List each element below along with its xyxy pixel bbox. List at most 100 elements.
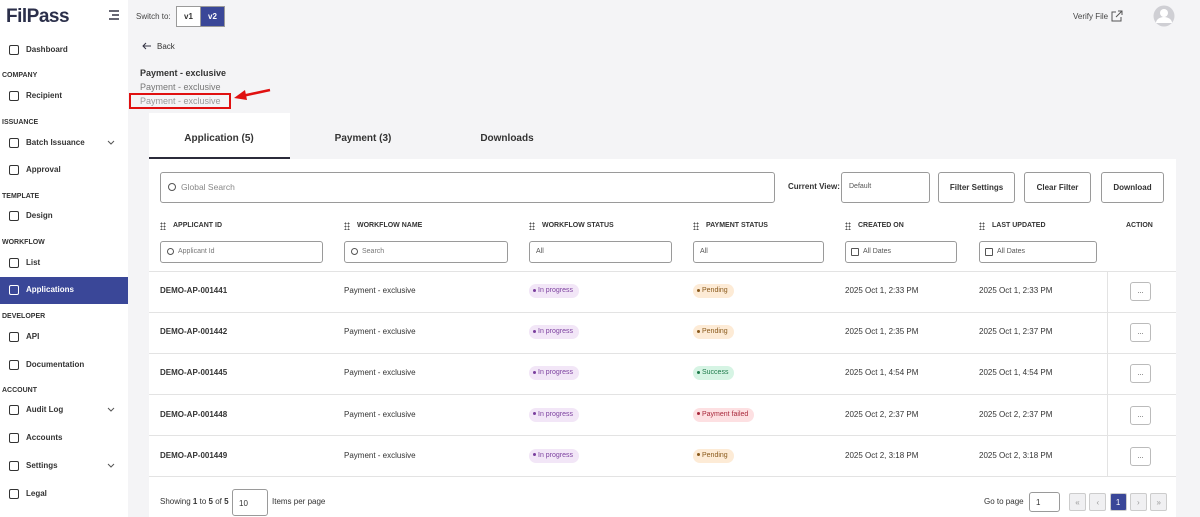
menu-toggle[interactable] — [108, 9, 120, 21]
toolbar-button[interactable]: Filter Settings — [938, 172, 1015, 203]
status-dot — [533, 412, 536, 416]
row-action[interactable]: ... — [1130, 364, 1151, 384]
sidebar-section: TEMPLATE — [2, 193, 40, 200]
nav-icon — [9, 461, 19, 471]
drag-handle — [529, 222, 535, 230]
drag-handle — [979, 222, 985, 230]
status-pill: Pending — [693, 284, 734, 298]
showing-part: 5 — [224, 497, 229, 506]
status-text: Success — [702, 369, 729, 377]
status-text: Pending — [702, 328, 728, 336]
goto-input[interactable]: 1 — [1029, 492, 1060, 512]
status-dot — [697, 329, 700, 333]
action-divider — [1107, 271, 1108, 476]
column-filter[interactable]: Search — [344, 241, 508, 263]
pager-button[interactable]: ‹ — [1089, 493, 1107, 511]
sidebar-section: WORKFLOW — [2, 239, 45, 246]
filter-icon — [167, 248, 174, 255]
status-dot — [533, 329, 536, 333]
nav-item[interactable]: Accounts — [26, 433, 63, 442]
nav-item[interactable]: API — [26, 332, 40, 341]
pager-button[interactable]: › — [1129, 493, 1147, 511]
tab[interactable]: Payment (3) — [334, 133, 392, 144]
applicant-id: DEMO-AP-001445 — [160, 368, 228, 378]
filter-text: All — [700, 248, 708, 255]
column-filter[interactable]: All — [693, 241, 824, 263]
column-filter[interactable]: All — [529, 241, 672, 263]
annotation-arrow — [234, 88, 271, 100]
cell: 2025 Oct 1, 2:35 PM — [845, 327, 919, 337]
cell: Payment - exclusive — [344, 368, 416, 378]
cell: Payment - exclusive — [344, 409, 416, 419]
row-action[interactable]: ... — [1130, 323, 1151, 343]
page-title: Payment - exclusive — [140, 96, 221, 106]
page-title: Payment - exclusive — [140, 82, 221, 92]
showing: Showing 1 to 5 of 5 — [160, 497, 229, 506]
avatar[interactable] — [1153, 5, 1175, 27]
nav-icon — [9, 91, 19, 101]
pager-button[interactable]: 1 — [1109, 493, 1127, 511]
toolbar-button[interactable]: Download — [1101, 172, 1164, 203]
chevron[interactable] — [107, 463, 115, 469]
back-arrow[interactable] — [142, 42, 152, 50]
active-bg — [0, 277, 128, 304]
nav-item[interactable]: Settings — [26, 461, 58, 470]
global-search[interactable]: Global Search — [160, 172, 775, 203]
back-link[interactable]: Back — [157, 42, 175, 51]
nav-item[interactable]: Legal — [26, 489, 47, 498]
column-header: LAST UPDATED — [992, 222, 1046, 229]
chevron[interactable] — [107, 140, 115, 146]
column-filter[interactable]: Applicant Id — [160, 241, 323, 263]
nav-icon — [9, 165, 19, 175]
search-placeholder: Global Search — [181, 182, 235, 192]
nav-icon — [9, 138, 19, 148]
nav-icon — [9, 258, 19, 268]
view-label: Current View: — [788, 182, 840, 191]
toolbar-button[interactable]: Clear Filter — [1024, 172, 1091, 203]
showing-part: 1 — [192, 497, 198, 506]
chevron[interactable] — [107, 407, 115, 413]
status-dot — [533, 371, 536, 375]
tab[interactable]: Application (5) — [184, 133, 254, 144]
status-pill: In progress — [529, 284, 580, 298]
sidebar-section: ISSUANCE — [2, 119, 39, 126]
row-action[interactable]: ... — [1130, 282, 1151, 301]
status-pill: Pending — [693, 448, 734, 463]
nav-item[interactable]: Audit Log — [26, 405, 64, 414]
page-size[interactable]: 10 — [232, 489, 268, 516]
version-button[interactable]: v1 — [176, 6, 201, 27]
cell: 2025 Oct 1, 4:54 PM — [845, 368, 919, 378]
filter-text: Applicant Id — [178, 248, 215, 255]
view-select[interactable]: Default — [841, 172, 930, 203]
nav-item[interactable]: Dashboard — [26, 45, 68, 54]
row-action[interactable]: ... — [1130, 446, 1151, 466]
nav-item[interactable]: Approval — [26, 165, 61, 174]
row-action[interactable]: ... — [1130, 405, 1151, 425]
drag-handle — [344, 222, 350, 230]
column-filter[interactable]: All Dates — [845, 241, 957, 263]
column-header: ACTION — [1126, 222, 1153, 229]
tab[interactable]: Downloads — [480, 133, 534, 144]
cell: 2025 Oct 2, 3:18 PM — [979, 450, 1053, 460]
status-pill: Success — [693, 366, 735, 381]
nav-item[interactable]: Batch Issuance — [26, 138, 85, 147]
column-filter[interactable]: All Dates — [979, 241, 1097, 263]
status-dot — [697, 371, 700, 375]
status-text: Payment failed — [702, 410, 749, 418]
cell: Payment - exclusive — [344, 286, 416, 295]
nav-icon — [9, 360, 19, 370]
nav-item[interactable]: Applications — [26, 285, 75, 294]
nav-item[interactable]: Recipient — [26, 91, 63, 100]
cell: 2025 Oct 2, 2:37 PM — [979, 409, 1053, 419]
nav-item[interactable]: List — [26, 258, 41, 267]
nav-item[interactable]: Design — [26, 211, 53, 220]
version-button[interactable]: v2 — [200, 6, 225, 27]
calendar-icon — [851, 248, 859, 256]
pager-button[interactable]: « — [1069, 493, 1086, 511]
status-text: Pending — [702, 287, 728, 294]
nav-item[interactable]: Documentation — [26, 360, 85, 369]
verify-file[interactable]: Verify File — [1073, 12, 1109, 21]
status-text: In progress — [538, 369, 574, 377]
pager-button[interactable]: » — [1150, 493, 1168, 511]
